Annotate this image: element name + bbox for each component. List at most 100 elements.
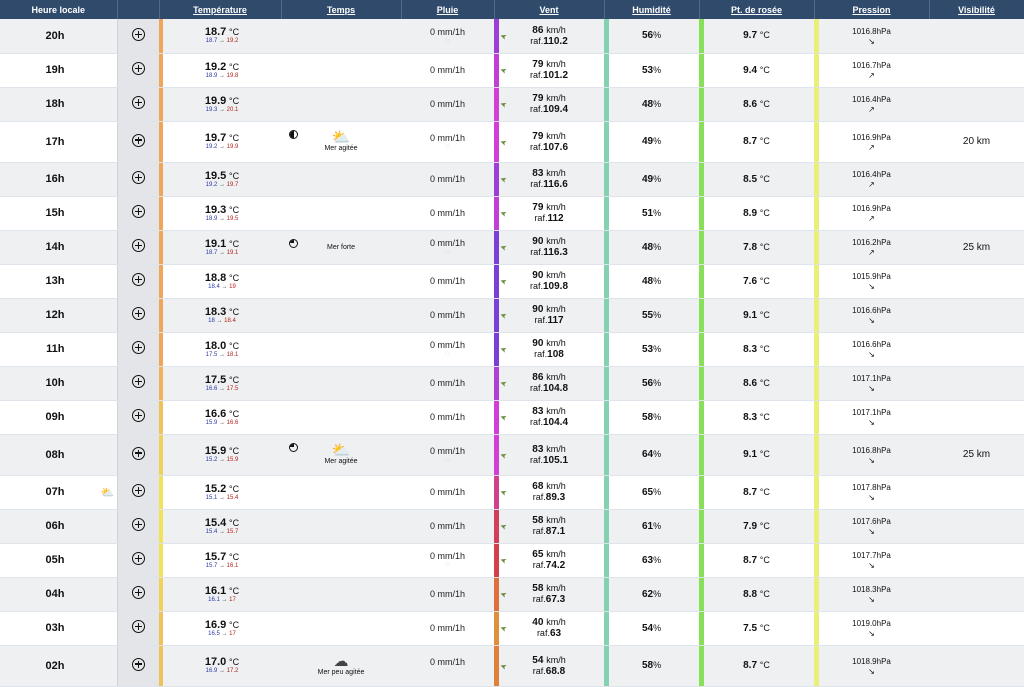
temp-color-cell xyxy=(159,53,163,88)
dewpoint-cell: 8.7 °C xyxy=(699,543,815,578)
temp-max: 16.1 xyxy=(226,562,239,569)
table-row: 12h 18.3 °C 18 → 18.4 0 mm/1h ➤ 90 km/h … xyxy=(0,298,1024,333)
temp-value: 18.7 xyxy=(204,26,227,39)
header-row: Heure locale Température Temps Pluie Ven… xyxy=(0,0,1024,19)
header-pluie[interactable]: Pluie xyxy=(401,0,495,19)
gust-label: raf. xyxy=(530,179,544,189)
temp-color-cell xyxy=(159,19,163,54)
expand-cell[interactable] xyxy=(116,19,159,54)
table-row: 05h 15.7 °C 15.7 → 16.1 0 mm/1h ◌ ➤ 65 k… xyxy=(0,543,1024,578)
header-pression[interactable]: Pression xyxy=(814,0,930,19)
rain-unit: mm/1h xyxy=(437,238,466,248)
expand-plus-icon[interactable] xyxy=(131,27,145,41)
expand-cell[interactable] xyxy=(116,543,159,578)
temp-color-cell xyxy=(159,475,163,510)
expand-cell[interactable] xyxy=(116,475,159,510)
humidity-value: 61 xyxy=(641,520,654,532)
rain-unit: mm/1h xyxy=(437,487,466,497)
humidity-cell: 54% xyxy=(604,611,700,646)
header-visibilite[interactable]: Visibilité xyxy=(929,0,1024,19)
humidity-value: 51 xyxy=(641,207,654,219)
gust-value: 110.2 xyxy=(543,35,568,47)
wind-cell: ➤ 83 km/h raf.105.1 xyxy=(494,434,605,476)
temp-value: 19.2 xyxy=(204,60,227,73)
time-label: 20h xyxy=(45,29,65,42)
expand-plus-icon[interactable] xyxy=(131,133,145,147)
dewpoint-cell: 7.8 °C xyxy=(699,230,815,265)
expand-cell[interactable] xyxy=(116,121,159,163)
header-vent[interactable]: Vent xyxy=(494,0,605,19)
expand-plus-icon[interactable] xyxy=(131,341,145,354)
expand-cell[interactable] xyxy=(116,230,159,265)
header-temps[interactable]: Temps xyxy=(281,0,402,19)
visibility-cell xyxy=(929,53,1024,88)
pressure-cell: 1018.9hPa ↘ xyxy=(814,645,930,687)
expand-plus-icon[interactable] xyxy=(131,307,145,320)
header-temperature[interactable]: Température xyxy=(159,0,282,19)
expand-cell[interactable] xyxy=(116,509,159,544)
expand-plus-icon[interactable] xyxy=(131,171,145,184)
dewpoint-cell: 8.8 °C xyxy=(699,577,815,612)
header-rosee[interactable]: Pt. de rosée xyxy=(699,0,815,19)
temp-color-cell xyxy=(159,645,163,687)
expand-plus-icon[interactable] xyxy=(131,375,145,388)
time-cell: 07h ⛅ xyxy=(0,475,117,510)
expand-plus-icon[interactable] xyxy=(131,586,145,599)
range-arrow: → xyxy=(219,106,225,113)
range-arrow: → xyxy=(219,494,225,501)
expand-plus-icon[interactable] xyxy=(131,446,145,460)
expand-plus-icon[interactable] xyxy=(131,62,145,75)
expand-cell[interactable] xyxy=(116,196,159,231)
rain-cell: 0 mm/1h ◌ xyxy=(401,332,495,367)
expand-cell[interactable] xyxy=(116,645,159,687)
pressure-color-bar xyxy=(814,332,820,366)
expand-cell[interactable] xyxy=(116,434,159,476)
wind-color-bar xyxy=(494,645,500,686)
wind-unit: km/h xyxy=(546,654,566,665)
humidity-value: 48 xyxy=(641,241,654,253)
expand-plus-icon[interactable] xyxy=(131,409,145,422)
expand-cell[interactable] xyxy=(116,298,159,333)
sun-cloud-icon: ⛅ xyxy=(331,129,351,146)
pressure-cell: 1017.6hPa ↘ xyxy=(814,509,930,544)
expand-plus-icon[interactable] xyxy=(131,620,145,633)
rain-unit: mm/1h xyxy=(437,412,466,422)
wind-speed: 79 xyxy=(532,93,544,104)
expand-cell[interactable] xyxy=(116,577,159,612)
humidity-value: 49 xyxy=(641,136,654,147)
weather-cell xyxy=(281,577,402,612)
expand-cell[interactable] xyxy=(116,332,159,367)
expand-cell[interactable] xyxy=(116,264,159,299)
expand-cell[interactable] xyxy=(116,366,159,401)
wind-unit: km/h xyxy=(546,93,566,103)
gust-label: raf. xyxy=(532,492,546,502)
wind-speed: 40 xyxy=(532,617,544,628)
gust-label: raf. xyxy=(532,560,546,570)
header-humidite[interactable]: Humidité xyxy=(604,0,700,19)
pressure-cell: 1016.9hPa ↗ xyxy=(814,121,930,163)
pressure-trend-icon: ↗ xyxy=(868,142,875,152)
expand-plus-icon[interactable] xyxy=(131,205,145,218)
humidity-unit: % xyxy=(653,136,662,146)
expand-plus-icon[interactable] xyxy=(131,484,145,497)
expand-cell[interactable] xyxy=(116,400,159,435)
expand-cell[interactable] xyxy=(116,611,159,646)
expand-plus-icon[interactable] xyxy=(131,273,145,286)
humidity-value: 62 xyxy=(641,588,654,600)
expand-cell[interactable] xyxy=(116,162,159,197)
gust-value: 104.4 xyxy=(543,417,569,428)
expand-plus-icon[interactable] xyxy=(131,657,145,671)
temp-color-bar xyxy=(159,230,163,264)
expand-cell[interactable] xyxy=(116,87,159,122)
temperature-cell: 18.8 °C 18.4 → 19 xyxy=(163,264,282,299)
temp-min: 19.2 xyxy=(205,144,218,150)
expand-cell[interactable] xyxy=(116,53,159,88)
expand-plus-icon[interactable] xyxy=(131,239,145,252)
expand-plus-icon[interactable] xyxy=(131,552,145,565)
wind-cell: ➤ 86 km/h raf.104.8 xyxy=(494,366,605,401)
dewpoint-value: 9.1 xyxy=(743,309,758,321)
weather-cell xyxy=(281,162,402,197)
expand-plus-icon[interactable] xyxy=(131,96,145,109)
expand-plus-icon[interactable] xyxy=(131,518,145,531)
pressure-cell: 1017.1hPa ↘ xyxy=(814,400,930,435)
